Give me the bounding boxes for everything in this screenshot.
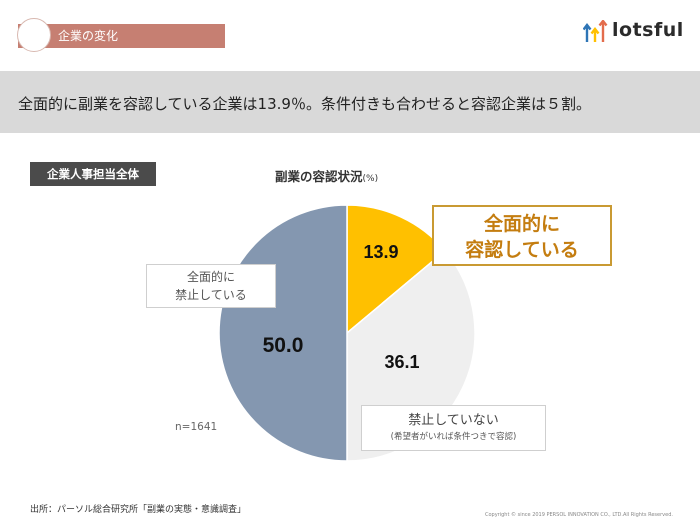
callout-banned-line2: 禁止している [175,288,247,302]
callout-not-banned: 禁止していない (希望者がいれば条件つきで容認) [361,405,546,451]
logo-text: lotsful [612,19,684,41]
callout-full-allow: 全面的に 容認している [432,205,612,266]
headline-band: 全面的に副業を容認している企業は13.9％。条件付きも合わせると容認企業は５割。 [0,71,700,133]
chart-unit: (%) [362,174,379,184]
section-tag-circle [17,18,51,52]
pie-slice-3 [218,204,348,462]
section-tag-label: 企業の変化 [58,29,119,43]
copyright: Copyright © since 2019 PERSOL INNOVATION… [485,512,673,518]
logo-arrows-icon [583,20,608,42]
callout-banned: 全面的に 禁止している [146,264,276,308]
chart-title-text: 副業の容認状況 [275,169,363,184]
chart-title: 副業の容認状況(%) [275,166,378,185]
headline-text: 全面的に副業を容認している企業は13.9％。条件付きも合わせると容認企業は５割。 [18,95,591,113]
callout-not-banned-main: 禁止していない [408,413,499,428]
pie-value-label-1: 13.9 [363,242,398,262]
source-note: 出所：パーソル総合研究所「副業の実態・意識調査」 [30,505,247,515]
pie-value-label-2: 36.1 [384,352,419,372]
logo: lotsful [583,18,693,48]
callout-full-line1: 全面的に [483,213,560,235]
pie-value-label-3: 50.0 [263,334,304,357]
sample-size: n=1641 [175,421,218,433]
callout-not-banned-sub: (希望者がいれば条件つきで容認) [390,432,517,442]
callout-banned-line1: 全面的に [186,270,235,284]
section-tag: 企業の変化 [0,18,225,52]
callout-full-line2: 容認している [465,239,579,261]
section-tag-bar [18,24,225,48]
audience-badge: 企業人事担当全体 [30,162,156,186]
